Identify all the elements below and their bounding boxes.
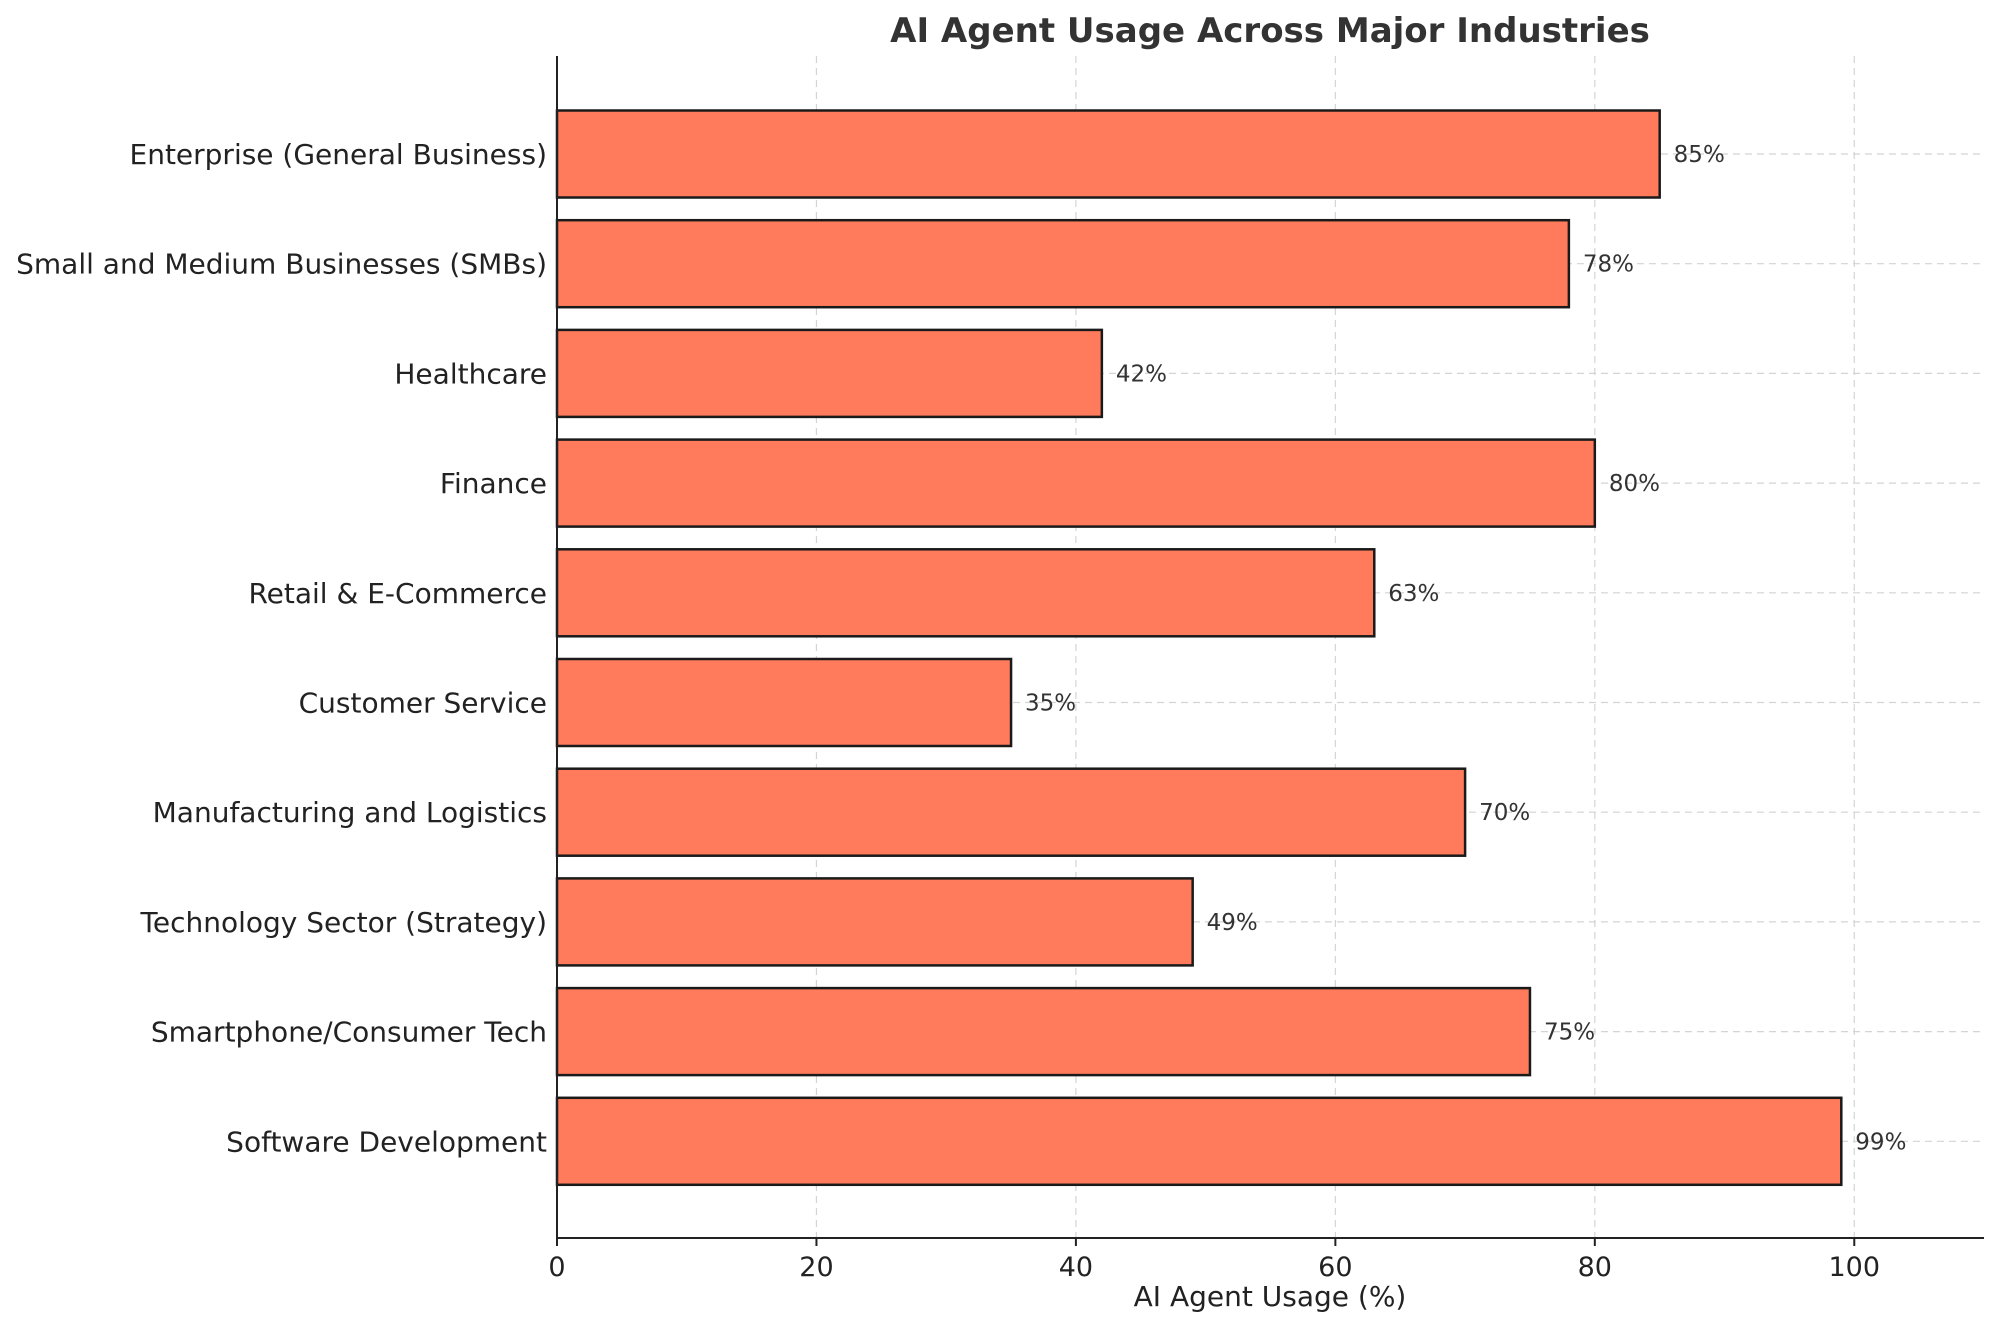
bar bbox=[555, 877, 1194, 967]
bar bbox=[555, 218, 1571, 309]
category-label: Enterprise (General Business) bbox=[130, 138, 548, 171]
bar bbox=[555, 1096, 1843, 1187]
x-tick-label: 100 bbox=[1828, 1252, 1880, 1283]
value-label: 80% bbox=[1609, 471, 1660, 497]
category-label: Customer Service bbox=[299, 687, 547, 720]
x-tick-labels: 0 20 40 60 80 100 bbox=[548, 1238, 1880, 1283]
value-label: 35% bbox=[1025, 691, 1076, 717]
bar bbox=[555, 767, 1467, 857]
bar bbox=[555, 438, 1597, 528]
bar bbox=[555, 657, 1013, 748]
x-axis-label: AI Agent Usage (%) bbox=[1134, 1280, 1407, 1313]
category-label: Finance bbox=[440, 467, 547, 500]
value-labels: 85% 78% 42% 80% 63% 35% 70% 49% 75% 99% bbox=[1025, 142, 1906, 1155]
value-label: 70% bbox=[1479, 800, 1530, 826]
category-label: Small and Medium Businesses (SMBs) bbox=[16, 248, 547, 281]
category-labels: Enterprise (General Business) Small and M… bbox=[16, 138, 547, 1158]
x-tick-label: 80 bbox=[1578, 1252, 1612, 1283]
axes bbox=[556, 56, 1984, 1239]
category-label: Technology Sector (Strategy) bbox=[140, 906, 547, 939]
category-label: Smartphone/Consumer Tech bbox=[151, 1016, 547, 1049]
category-label: Healthcare bbox=[394, 357, 547, 390]
category-label: Retail & E-Commerce bbox=[248, 577, 547, 610]
value-label: 78% bbox=[1583, 252, 1634, 278]
value-label: 63% bbox=[1388, 581, 1439, 607]
bar bbox=[555, 986, 1532, 1077]
bar bbox=[555, 109, 1661, 199]
bars bbox=[555, 109, 1843, 1187]
chart-title: AI Agent Usage Across Major Industries bbox=[890, 11, 1650, 51]
value-label: 99% bbox=[1855, 1129, 1906, 1155]
value-label: 42% bbox=[1116, 361, 1167, 387]
value-label: 49% bbox=[1207, 910, 1258, 936]
x-tick-label: 20 bbox=[799, 1252, 833, 1283]
x-tick-label: 0 bbox=[548, 1252, 565, 1283]
value-label: 75% bbox=[1544, 1020, 1595, 1046]
category-label: Manufacturing and Logistics bbox=[153, 796, 547, 829]
bar bbox=[555, 328, 1104, 419]
category-label: Software Development bbox=[226, 1125, 547, 1158]
x-tick-label: 40 bbox=[1059, 1252, 1093, 1283]
value-label: 85% bbox=[1674, 142, 1725, 168]
bar bbox=[555, 548, 1376, 638]
x-tick-label: 60 bbox=[1318, 1252, 1352, 1283]
